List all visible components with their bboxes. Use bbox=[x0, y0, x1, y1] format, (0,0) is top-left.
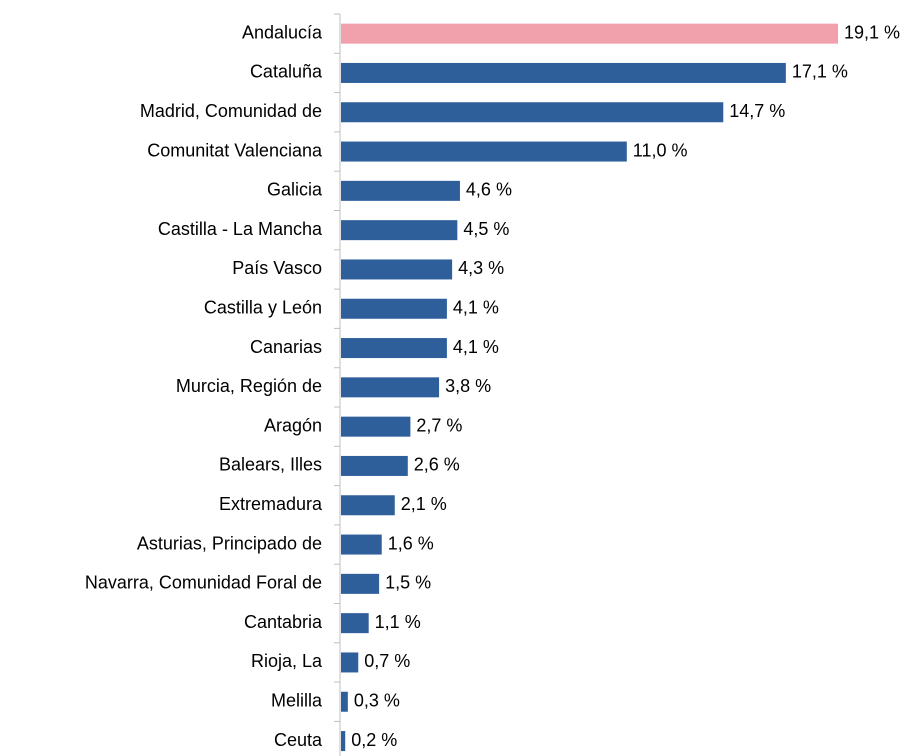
category-label: Rioja, La bbox=[251, 651, 323, 671]
value-label: 1,5 % bbox=[385, 573, 431, 593]
value-label: 17,1 % bbox=[792, 62, 848, 82]
category-label: Melilla bbox=[271, 691, 323, 711]
value-label: 0,3 % bbox=[354, 691, 400, 711]
category-label: País Vasco bbox=[232, 258, 322, 278]
category-label: Balears, Illes bbox=[219, 455, 322, 475]
value-label: 2,6 % bbox=[414, 455, 460, 475]
bar bbox=[341, 455, 408, 476]
category-label: Cantabria bbox=[244, 612, 323, 632]
value-label: 14,7 % bbox=[729, 101, 785, 121]
bar bbox=[341, 613, 369, 634]
value-label: 11,0 % bbox=[633, 140, 688, 160]
category-label: Murcia, Región de bbox=[176, 376, 322, 396]
bar bbox=[341, 495, 395, 516]
bar bbox=[341, 731, 346, 752]
bar bbox=[341, 377, 440, 398]
category-label: Comunitat Valenciana bbox=[147, 140, 323, 160]
bar bbox=[341, 102, 724, 123]
bar bbox=[341, 534, 382, 555]
category-label: Castilla - La Mancha bbox=[158, 219, 323, 239]
category-label: Castilla y León bbox=[204, 298, 322, 318]
bar bbox=[341, 62, 786, 83]
value-label: 19,1 % bbox=[844, 22, 900, 42]
category-label: Madrid, Comunidad de bbox=[140, 101, 322, 121]
category-label: Extremadura bbox=[219, 494, 323, 514]
value-label: 4,6 % bbox=[466, 180, 512, 200]
category-label: Galicia bbox=[267, 180, 323, 200]
category-label: Aragón bbox=[264, 415, 322, 435]
value-label: 0,7 % bbox=[364, 651, 410, 671]
value-label: 1,6 % bbox=[388, 533, 434, 553]
bar bbox=[341, 652, 359, 673]
value-label: 1,1 % bbox=[375, 612, 421, 632]
bar bbox=[341, 691, 348, 712]
bar bbox=[341, 141, 627, 162]
bar bbox=[341, 573, 380, 594]
bar bbox=[341, 338, 447, 359]
value-label: 4,1 % bbox=[453, 298, 499, 318]
value-label: 0,2 % bbox=[351, 730, 397, 750]
bar bbox=[341, 416, 411, 437]
category-label: Asturias, Principado de bbox=[137, 533, 322, 553]
category-label: Ceuta bbox=[274, 730, 323, 750]
value-label: 4,5 % bbox=[463, 219, 509, 239]
category-label: Cataluña bbox=[250, 62, 323, 82]
bar bbox=[341, 23, 838, 44]
bar bbox=[341, 180, 460, 201]
value-label: 4,1 % bbox=[453, 337, 499, 357]
value-label: 2,1 % bbox=[401, 494, 447, 514]
category-label: Navarra, Comunidad Foral de bbox=[85, 573, 322, 593]
bar bbox=[341, 259, 453, 280]
bar bbox=[341, 220, 458, 241]
value-label: 3,8 % bbox=[445, 376, 491, 396]
bar bbox=[341, 298, 447, 319]
category-label: Canarias bbox=[250, 337, 322, 357]
category-label: Andalucía bbox=[242, 22, 323, 42]
value-label: 4,3 % bbox=[458, 258, 504, 278]
value-label: 2,7 % bbox=[416, 415, 462, 435]
